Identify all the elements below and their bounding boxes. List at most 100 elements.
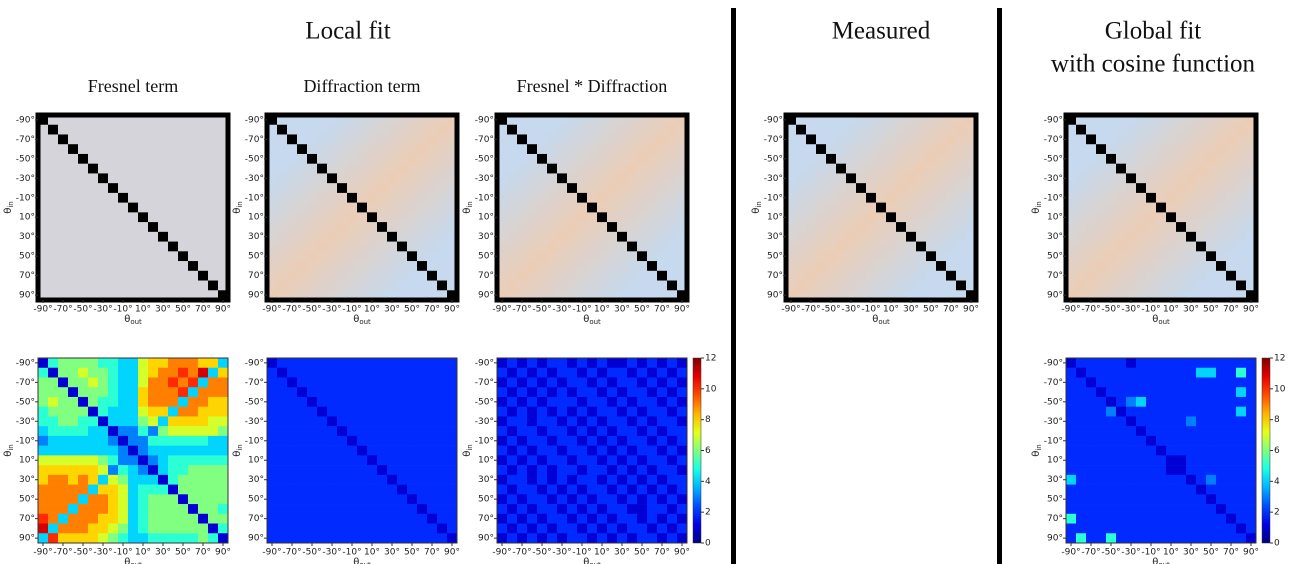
pixel bbox=[208, 144, 219, 155]
cell bbox=[208, 504, 219, 515]
pixel bbox=[926, 290, 937, 301]
pixel bbox=[577, 134, 588, 145]
cell bbox=[1136, 367, 1147, 378]
cell bbox=[317, 367, 328, 378]
pixel bbox=[1246, 183, 1257, 194]
axis-label: θout bbox=[1152, 314, 1170, 326]
pixel bbox=[527, 231, 538, 242]
y-tick-label: 90° bbox=[767, 291, 783, 301]
x-tick-label: 10° bbox=[1163, 548, 1179, 558]
axis-label-symbol: θ bbox=[232, 451, 243, 457]
cell bbox=[168, 513, 179, 524]
pixel bbox=[1216, 202, 1227, 213]
pixel bbox=[357, 163, 368, 174]
pixel bbox=[826, 115, 837, 126]
cell bbox=[597, 494, 608, 505]
cell bbox=[667, 367, 678, 378]
cell bbox=[1106, 387, 1117, 398]
pixel bbox=[667, 124, 678, 135]
x-tick-label: -70° bbox=[801, 305, 820, 315]
y-tick-label: -30° bbox=[245, 174, 264, 184]
cell bbox=[1206, 445, 1217, 456]
pixel bbox=[277, 124, 288, 135]
cell bbox=[1176, 435, 1187, 446]
pixel bbox=[936, 222, 947, 233]
axis-label: θout bbox=[583, 314, 601, 326]
pixel bbox=[138, 270, 149, 281]
cell bbox=[277, 533, 288, 544]
panel-title: Fresnel term bbox=[88, 76, 178, 96]
cell bbox=[637, 474, 648, 485]
pixel bbox=[108, 115, 119, 126]
cell bbox=[617, 474, 628, 485]
cell bbox=[637, 367, 648, 378]
colorbar-tick-label: 10 bbox=[705, 384, 717, 394]
pixel bbox=[657, 222, 668, 233]
cell bbox=[1096, 504, 1107, 515]
pixel bbox=[48, 192, 59, 203]
pixel bbox=[647, 183, 658, 194]
pixel bbox=[78, 222, 89, 233]
pixel bbox=[1226, 153, 1237, 164]
cell bbox=[1126, 406, 1137, 417]
pixel bbox=[148, 231, 159, 242]
cell bbox=[427, 387, 438, 398]
pixel bbox=[68, 153, 79, 164]
cell bbox=[627, 396, 638, 407]
pixel bbox=[1206, 124, 1217, 135]
cell bbox=[98, 387, 109, 398]
cell bbox=[597, 367, 608, 378]
pixel bbox=[38, 270, 49, 281]
pixel bbox=[128, 124, 139, 135]
pixel bbox=[1206, 270, 1217, 281]
cell bbox=[1076, 387, 1087, 398]
axis-label-symbol: θ bbox=[462, 208, 473, 214]
pixel bbox=[417, 153, 428, 164]
pixel bbox=[148, 290, 159, 301]
cell bbox=[387, 523, 398, 534]
x-tick-label: -90° bbox=[492, 548, 511, 558]
pixel bbox=[667, 270, 678, 281]
cell bbox=[128, 406, 139, 417]
cell bbox=[178, 416, 189, 427]
cell bbox=[98, 484, 109, 495]
pixel bbox=[826, 134, 837, 145]
pixel bbox=[806, 222, 817, 233]
cell bbox=[417, 416, 428, 427]
pixel bbox=[168, 241, 179, 252]
x-tick-label: 30° bbox=[384, 305, 400, 315]
cell bbox=[1166, 465, 1177, 476]
pixel bbox=[437, 241, 448, 252]
pixel bbox=[68, 144, 79, 155]
pixel bbox=[796, 290, 807, 301]
cell bbox=[307, 494, 318, 505]
pixel bbox=[158, 290, 169, 301]
pixel bbox=[208, 222, 219, 233]
cell bbox=[48, 523, 59, 534]
pixel bbox=[587, 134, 598, 145]
pixel bbox=[1216, 280, 1227, 291]
pixel bbox=[327, 192, 338, 203]
pixel bbox=[327, 212, 338, 223]
cell bbox=[168, 445, 179, 456]
cell bbox=[208, 406, 219, 417]
cell bbox=[1146, 426, 1157, 437]
pixel bbox=[98, 173, 109, 184]
x-tick-label: 30° bbox=[155, 305, 171, 315]
cell bbox=[647, 484, 658, 495]
pixel bbox=[507, 241, 518, 252]
pixel bbox=[527, 163, 538, 174]
x-tick-label: -90° bbox=[33, 305, 52, 315]
axis-label-sub: in bbox=[7, 444, 15, 450]
pixel bbox=[1166, 192, 1177, 203]
pixel bbox=[906, 124, 917, 135]
pixel bbox=[826, 192, 837, 203]
pixel bbox=[517, 173, 528, 184]
cell bbox=[557, 445, 568, 456]
cell bbox=[198, 484, 209, 495]
cell bbox=[637, 387, 648, 398]
pixel bbox=[347, 270, 358, 281]
cell bbox=[357, 387, 368, 398]
pixel bbox=[886, 241, 897, 252]
pixel bbox=[1176, 115, 1187, 126]
